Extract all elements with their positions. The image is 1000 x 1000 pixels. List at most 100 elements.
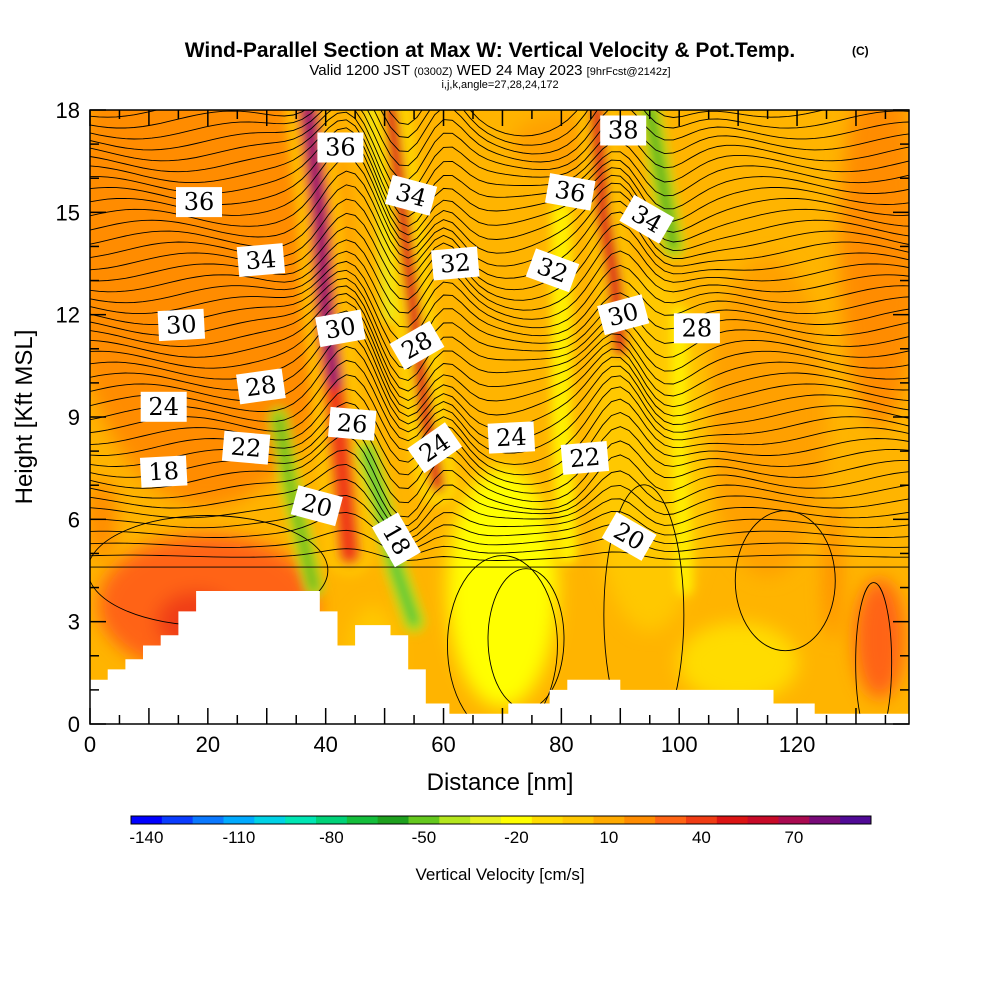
colorbar-swatch bbox=[316, 816, 348, 824]
colorbar bbox=[130, 815, 872, 825]
theta-label-text: 22 bbox=[230, 432, 263, 463]
theta-contour-line bbox=[90, 260, 909, 342]
colorbar-swatch bbox=[131, 816, 163, 824]
colorbar-swatch bbox=[686, 816, 718, 824]
theta-contour-line bbox=[90, 285, 909, 381]
theta-contour-line bbox=[90, 136, 909, 236]
theta-contour-line bbox=[90, 146, 909, 244]
theta-contour-line bbox=[90, 548, 909, 561]
colorbar-swatch bbox=[778, 816, 810, 824]
downdraft-band bbox=[671, 306, 694, 596]
y-tick-label: 18 bbox=[56, 98, 80, 123]
colorbar-swatch bbox=[285, 816, 317, 824]
theta-contour-line bbox=[90, 388, 909, 476]
chart-title: Wind-Parallel Section at Max W: Vertical… bbox=[185, 39, 796, 62]
theta-label-box bbox=[327, 406, 377, 441]
y-tick-label: 15 bbox=[56, 200, 80, 225]
theta-label-text: 36 bbox=[184, 188, 215, 216]
theta-contour-line bbox=[90, 198, 909, 291]
subtitle-valid: Valid 1200 JST bbox=[309, 62, 409, 79]
theta-label-box bbox=[236, 368, 286, 405]
theta-contour-line bbox=[90, 110, 909, 181]
colorbar-frame bbox=[130, 815, 872, 825]
x-tick-label: 60 bbox=[431, 732, 455, 757]
theta-label-box bbox=[389, 320, 445, 370]
theta-contour-line bbox=[90, 269, 909, 356]
theta-label-text: 28 bbox=[244, 370, 278, 402]
colorbar-swatch bbox=[254, 816, 286, 824]
y-tick-label: 3 bbox=[68, 610, 80, 635]
colorbar-swatch bbox=[223, 816, 255, 824]
theta-contour-line bbox=[90, 110, 909, 155]
colorbar-swatch bbox=[531, 816, 564, 824]
chart-subtitle: Valid 1200 JST (0300Z) WED 24 May 2023 [… bbox=[309, 62, 670, 79]
colorbar-tick-labels: -140 -110 -80 -50 -20 10 40 70 bbox=[129, 828, 803, 847]
theta-label-box bbox=[290, 485, 343, 527]
theta-contour-label: 28 bbox=[673, 313, 720, 344]
theta-label-text: 22 bbox=[568, 443, 601, 474]
x-tick-label: 120 bbox=[779, 732, 816, 757]
colorbar-swatch bbox=[624, 816, 656, 824]
colorbar-swatch bbox=[809, 816, 841, 824]
theta-contour-line bbox=[734, 510, 836, 652]
x-axis-label: Distance [nm] bbox=[427, 769, 574, 796]
theta-contour-line bbox=[90, 170, 909, 267]
theta-contour-label: 28 bbox=[236, 368, 286, 405]
colorbar-label: Vertical Velocity [cm/s] bbox=[415, 865, 584, 884]
theta-contour-label: 30 bbox=[597, 294, 650, 336]
theta-contour-line bbox=[90, 511, 909, 550]
colorbar-tick-label: -50 bbox=[412, 828, 437, 847]
colorbar-swatch bbox=[161, 816, 194, 824]
theta-contour-label: 20 bbox=[290, 485, 343, 527]
updraft-core bbox=[303, 110, 340, 388]
theta-contour-label: 30 bbox=[157, 308, 206, 342]
theta-contour-label: 26 bbox=[327, 406, 377, 441]
colorbar-swatch bbox=[747, 816, 779, 824]
theta-contour-line bbox=[90, 301, 909, 402]
colorbar-swatch bbox=[716, 816, 749, 824]
theta-contour-line bbox=[388, 110, 578, 137]
theta-contour-label: 24 bbox=[487, 421, 536, 454]
colorbar-swatch bbox=[593, 816, 625, 824]
colorbar-swatch bbox=[562, 816, 594, 824]
theta-label-text: 36 bbox=[325, 134, 356, 162]
subtitle-date: WED 24 May 2023 bbox=[457, 62, 583, 79]
theta-contour-label: 18 bbox=[139, 455, 188, 488]
theta-contour-line bbox=[90, 277, 909, 369]
theta-contour-line bbox=[90, 127, 909, 227]
colorbar-tick-label: -140 bbox=[129, 828, 163, 847]
field-region bbox=[839, 110, 909, 427]
theta-contour-line bbox=[90, 212, 909, 301]
theta-contour-line bbox=[90, 110, 909, 167]
theta-label-text: 36 bbox=[553, 175, 588, 208]
x-tick-label: 20 bbox=[196, 732, 220, 757]
theta-label-box bbox=[525, 248, 580, 293]
x-tick-label: 40 bbox=[313, 732, 337, 757]
theta-label-box bbox=[487, 421, 536, 454]
theta-contour-line bbox=[90, 321, 909, 417]
colorbar-tick-label: -20 bbox=[504, 828, 529, 847]
theta-contour-label: 36 bbox=[176, 187, 222, 218]
colorbar-tick-label: 40 bbox=[692, 828, 711, 847]
theta-contour-line bbox=[90, 463, 909, 534]
theta-label-box bbox=[140, 391, 187, 422]
theta-label-box bbox=[560, 440, 610, 475]
theta-contour-label: 30 bbox=[315, 309, 366, 348]
theta-contour-line bbox=[90, 293, 909, 392]
theta-contour-line bbox=[90, 184, 909, 279]
theta-contour-line bbox=[90, 478, 909, 540]
theta-label-text: 26 bbox=[336, 409, 369, 440]
theta-contour-label: 24 bbox=[140, 391, 187, 422]
theta-label-text: 30 bbox=[165, 310, 197, 340]
theta-contour-line bbox=[90, 310, 909, 410]
theta-contour-line bbox=[90, 119, 909, 218]
colorbar-swatch bbox=[346, 816, 379, 824]
theta-label-text: 24 bbox=[495, 423, 527, 453]
field-region bbox=[678, 622, 799, 703]
theta-contour-label: 34 bbox=[236, 243, 286, 278]
field-region bbox=[447, 467, 558, 708]
colorbar-swatch bbox=[655, 816, 687, 824]
y-tick-label: 9 bbox=[68, 405, 80, 430]
colorbar-swatch bbox=[501, 816, 533, 824]
